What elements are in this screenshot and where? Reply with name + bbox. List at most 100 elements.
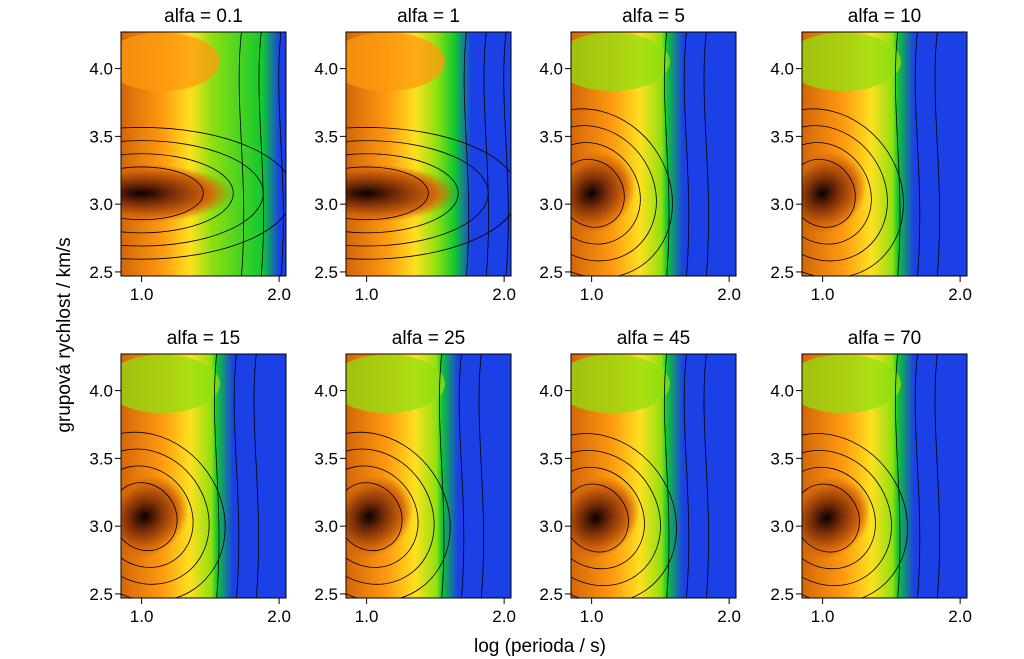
contour-line [571,108,673,276]
plot-frame [570,31,737,277]
contour-line [439,354,445,598]
y-tick-label: 4.0 [89,60,113,79]
energy-core [571,151,636,235]
contour-line [121,465,194,568]
upper-patch [571,32,670,92]
upper-patch [346,354,445,414]
x-tick-label: 1.0 [580,285,604,304]
y-tick-label: 2.5 [89,263,113,282]
panel-5: alfa = 15 2.5 3.0 3.5 4.0 1.0 2.0 [89,328,291,626]
contour-line [233,354,240,598]
contour-line [802,125,888,262]
x-tick-label: 2.0 [492,285,516,304]
y-tick-label: 2.5 [770,585,794,604]
contour-line [214,354,220,598]
contour-line [802,433,908,598]
contour-line [258,32,264,276]
contour-line [238,32,245,276]
y-tick-label: 2.5 [539,585,563,604]
y-tick-label: 3.5 [89,449,113,468]
upper-patch [346,32,445,92]
x-tick-label: 1.0 [811,607,835,626]
contour-line [571,483,629,553]
contour-line [802,142,872,245]
y-tick-label: 3.0 [770,195,794,214]
energy-core [571,476,640,560]
panel-3: alfa = 5 2.5 3.0 3.5 4.0 1.0 2.0 [539,6,741,304]
y-tick-label: 2.5 [89,585,113,604]
panel-title: alfa = 25 [392,328,465,349]
contour-line [664,354,670,598]
y-tick-label: 3.5 [770,127,794,146]
plot-frame [120,31,287,277]
x-tick-label: 2.0 [717,285,741,304]
energy-core [802,476,871,560]
y-tick-label: 3.0 [314,195,338,214]
upper-patch [121,354,220,414]
plot-frame [801,353,968,599]
y-tick-label: 3.0 [770,517,794,536]
panel-title: alfa = 5 [622,6,685,27]
x-tick-label: 2.0 [492,607,516,626]
contour-line [458,354,465,598]
contour-line [683,32,690,276]
contour-line [253,354,259,598]
contour-line [121,448,210,585]
contour-line [802,449,892,587]
contour-line [478,354,484,598]
upper-patch [571,354,670,414]
contour-line [121,166,204,221]
y-tick-label: 2.5 [539,263,563,282]
x-tick-label: 1.0 [580,607,604,626]
panel-1: alfa = 0.1 2.5 3.0 3.5 4.0 1.0 2.0 [89,6,291,304]
y-axis-label: grupová rychlost / km/s [54,237,75,432]
contour-line [895,354,901,598]
panel-title: alfa = 45 [617,328,690,349]
contour-line [278,32,284,276]
contour-line [895,32,901,276]
contour-line [346,166,429,221]
panel-6: alfa = 25 2.5 3.0 3.5 4.0 1.0 2.0 [314,328,516,626]
contour-line [703,32,709,276]
y-tick-label: 4.0 [89,382,113,401]
contour-line [802,466,876,570]
contour-line [346,448,435,585]
y-tick-label: 3.0 [314,517,338,536]
contour-line [346,482,403,552]
y-tick-label: 3.0 [89,195,113,214]
panel-7: alfa = 45 2.5 3.0 3.5 4.0 1.0 2.0 [539,328,741,626]
panel-title: alfa = 10 [848,6,921,27]
y-tick-label: 4.0 [770,60,794,79]
y-tick-label: 2.5 [770,263,794,282]
y-tick-label: 3.5 [539,449,563,468]
y-tick-label: 3.5 [314,449,338,468]
contour-line [503,32,509,276]
panel-title: alfa = 70 [848,328,921,349]
x-tick-label: 1.0 [811,285,835,304]
x-tick-label: 2.0 [948,285,972,304]
contour-line [483,32,489,276]
contour-line [121,482,178,552]
contour-line [914,354,921,598]
y-tick-label: 3.0 [89,517,113,536]
contour-line [463,32,470,276]
y-tick-label: 3.0 [539,195,563,214]
contour-line [121,153,234,234]
panel-title: alfa = 0.1 [164,6,243,27]
contour-line [802,108,904,276]
panel-8: alfa = 70 2.5 3.0 3.5 4.0 1.0 2.0 [770,328,972,626]
y-tick-label: 3.5 [89,127,113,146]
contour-line [571,466,645,570]
contour-line [934,354,940,598]
contour-line [346,153,459,234]
contour-line [346,465,419,568]
contour-line [346,127,511,260]
y-tick-label: 4.0 [314,382,338,401]
plot-frame [345,353,512,599]
contour-line [934,32,940,276]
y-tick-label: 4.0 [314,60,338,79]
y-tick-label: 4.0 [539,382,563,401]
y-tick-label: 3.5 [539,127,563,146]
x-tick-label: 1.0 [130,285,154,304]
